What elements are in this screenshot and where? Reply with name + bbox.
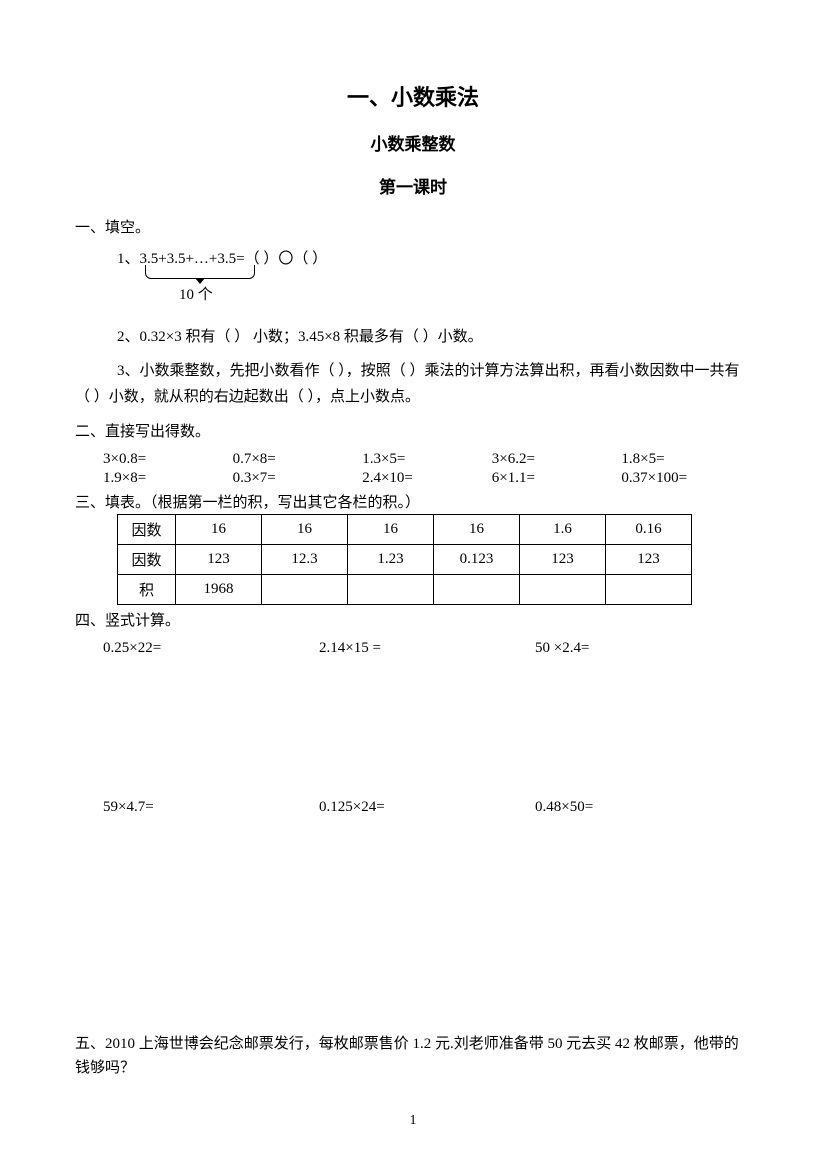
calc-cell: 6×1.1= xyxy=(492,470,622,487)
calc-cell: 2.4×10= xyxy=(362,470,492,487)
table-cell: 16 xyxy=(434,515,520,545)
table-cell: 12.3 xyxy=(262,545,348,575)
table-cell: 123 xyxy=(606,545,692,575)
table-cell xyxy=(434,575,520,605)
calc-cell: 1.8×5= xyxy=(621,451,751,468)
table-row: 积 1968 xyxy=(118,575,692,605)
section-5-word-problem: 五、2010 上海世博会纪念邮票发行，每枚邮票售价 1.2 元.刘老师准备带 5… xyxy=(75,1032,751,1080)
table-cell: 16 xyxy=(348,515,434,545)
table-cell xyxy=(520,575,606,605)
table-cell: 因数 xyxy=(118,515,176,545)
section-4-heading: 四、竖式计算。 xyxy=(75,609,751,630)
table-row: 因数 16 16 16 16 1.6 0.16 xyxy=(118,515,692,545)
table-row: 因数 123 12.3 1.23 0.123 123 123 xyxy=(118,545,692,575)
calc-cell: 0.7×8= xyxy=(233,451,363,468)
brace-icon xyxy=(145,265,255,279)
calc-cell: 1.3×5= xyxy=(362,451,492,468)
table-cell: 1.6 xyxy=(520,515,606,545)
vcalc-cell: 2.14×15 = xyxy=(319,640,535,657)
factor-table: 因数 16 16 16 16 1.6 0.16 因数 123 12.3 1.23… xyxy=(117,514,692,605)
table-cell: 16 xyxy=(262,515,348,545)
vcalc-cell: 50 ×2.4= xyxy=(535,640,751,657)
table-cell xyxy=(348,575,434,605)
question-3: 3、小数乘整数，先把小数看作（ ），按照（ ）乘法的计算方法算出积，再看小数因数… xyxy=(75,359,751,410)
page-number: 1 xyxy=(410,1113,417,1129)
vcalc-cell: 59×4.7= xyxy=(103,799,319,816)
vcalc-cell: 0.125×24= xyxy=(319,799,535,816)
calc-cell: 3×6.2= xyxy=(492,451,622,468)
section-2-heading: 二、直接写出得数。 xyxy=(75,420,751,441)
vertical-calc-row-2: 59×4.7= 0.125×24= 0.48×50= xyxy=(75,799,751,816)
table-cell: 1.23 xyxy=(348,545,434,575)
calc-cell: 3×0.8= xyxy=(103,451,233,468)
table-cell: 123 xyxy=(176,545,262,575)
calc-cell: 1.9×8= xyxy=(103,470,233,487)
section-3-heading: 三、填表。（根据第一栏的积，写出其它各栏的积。） xyxy=(75,491,751,512)
table-cell: 0.123 xyxy=(434,545,520,575)
table-cell xyxy=(262,575,348,605)
calc-grid: 3×0.8= 0.7×8= 1.3×5= 3×6.2= 1.8×5= 1.9×8… xyxy=(75,451,751,487)
calc-cell: 0.37×100= xyxy=(621,470,751,487)
table-cell: 1968 xyxy=(176,575,262,605)
calc-cell: 0.3×7= xyxy=(233,470,363,487)
title-lesson: 第一课时 xyxy=(75,173,751,198)
table-cell: 因数 xyxy=(118,545,176,575)
vertical-calc-row-1: 0.25×22= 2.14×15 = 50 ×2.4= xyxy=(75,640,751,657)
title-main: 一、小数乘法 xyxy=(75,80,751,112)
table-cell: 16 xyxy=(176,515,262,545)
section-1-heading: 一、填空。 xyxy=(75,216,751,237)
table-cell xyxy=(606,575,692,605)
table-cell: 积 xyxy=(118,575,176,605)
table-cell: 0.16 xyxy=(606,515,692,545)
vcalc-cell: 0.25×22= xyxy=(103,640,319,657)
table-cell: 123 xyxy=(520,545,606,575)
vcalc-cell: 0.48×50= xyxy=(535,799,751,816)
title-sub: 小数乘整数 xyxy=(75,130,751,155)
q3-text: 3、小数乘整数，先把小数看作（ ），按照（ ）乘法的计算方法算出积，再看小数因数… xyxy=(75,363,740,405)
question-2: 2、0.32×3 积有（ ） 小数；3.45×8 积最多有（ ）小数。 xyxy=(75,325,751,349)
q1-brace-label: 10 个 xyxy=(179,283,213,307)
question-1: 1、3.5+3.5+…+3.5=（ ）〇（ ） 10 个 xyxy=(75,247,751,271)
